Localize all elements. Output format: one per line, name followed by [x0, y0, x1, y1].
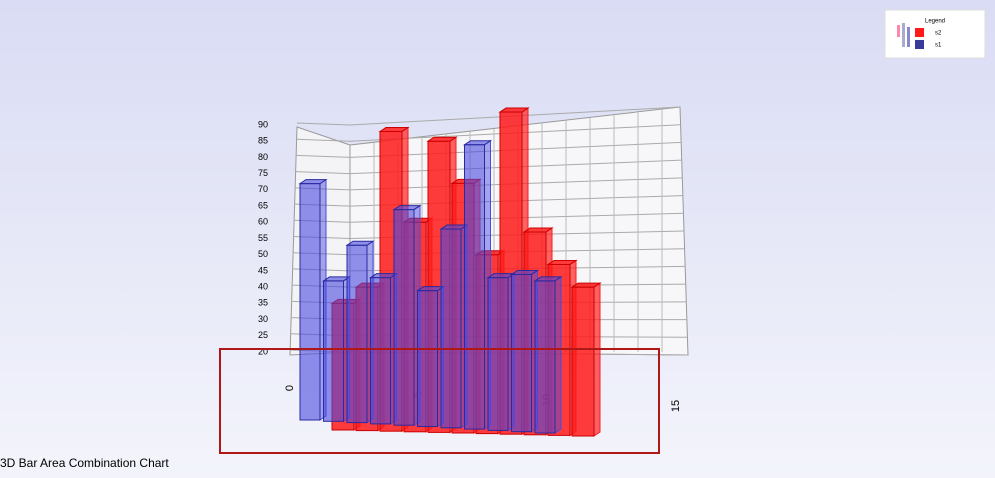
- bar-side: [554, 275, 562, 434]
- bar-top: [533, 276, 563, 282]
- bar-top: [345, 240, 375, 246]
- grid-line: [296, 122, 351, 126]
- y-tick-label: 40: [258, 282, 268, 292]
- y-tick-label: 80: [258, 152, 268, 162]
- bar: [534, 280, 556, 434]
- y-tick-label: 55: [258, 233, 268, 243]
- bar: [370, 277, 391, 425]
- bar: [417, 290, 438, 427]
- bar-top: [522, 227, 554, 233]
- y-tick-label: 90: [258, 119, 268, 129]
- grid-line: [295, 154, 351, 158]
- bar-top: [498, 107, 530, 113]
- bar-top: [462, 140, 493, 146]
- bar: [299, 183, 321, 421]
- y-tick-label: 85: [258, 136, 268, 146]
- selection-box: [219, 348, 660, 454]
- y-tick-label: 20: [258, 346, 268, 356]
- y-tick-label: 60: [258, 217, 268, 227]
- bars: [298, 107, 602, 437]
- grid-line: [295, 171, 351, 175]
- bar-top: [426, 136, 458, 142]
- legend-title: Legend: [925, 19, 945, 25]
- legend-icon: [902, 23, 905, 47]
- bar: [440, 228, 462, 429]
- bar-top: [570, 282, 602, 288]
- legend-icon: [907, 27, 910, 47]
- chart-title: 3D Bar Area Combination Chart: [0, 456, 169, 470]
- legend-swatch: [915, 28, 924, 37]
- bar-top: [546, 259, 578, 265]
- bar-top: [378, 126, 410, 132]
- legend-items: s2 s1: [915, 28, 942, 49]
- legend-icon: [897, 25, 900, 37]
- bar-top: [298, 179, 328, 185]
- bar: [323, 280, 344, 422]
- y-tick-label: 75: [258, 168, 268, 178]
- x-tick-label: 0: [284, 385, 296, 391]
- y-tick-label: 25: [258, 330, 268, 340]
- y-tick-label: 30: [258, 314, 268, 324]
- legend: Legend: [884, 9, 986, 59]
- legend-swatch: [915, 40, 924, 49]
- bar-side: [593, 282, 601, 437]
- y-tick-label: 65: [258, 200, 268, 210]
- legend-label: s1: [935, 43, 942, 49]
- y-tick-label: 45: [258, 265, 268, 275]
- legend-box: [884, 9, 986, 59]
- y-tick-label: 70: [258, 184, 268, 194]
- bar: [487, 277, 509, 431]
- y-tick-label: 35: [258, 298, 268, 308]
- bar-top: [509, 269, 540, 275]
- bar: [464, 144, 485, 430]
- bar: [346, 244, 368, 424]
- bar: [571, 286, 595, 437]
- legend-label: s2: [935, 31, 942, 37]
- bar: [511, 273, 532, 433]
- y-tick-label: 50: [258, 249, 268, 259]
- bar: [393, 209, 415, 426]
- grid-line: [296, 138, 351, 142]
- bar-top: [392, 205, 422, 211]
- x-tick-label: 15: [670, 400, 682, 412]
